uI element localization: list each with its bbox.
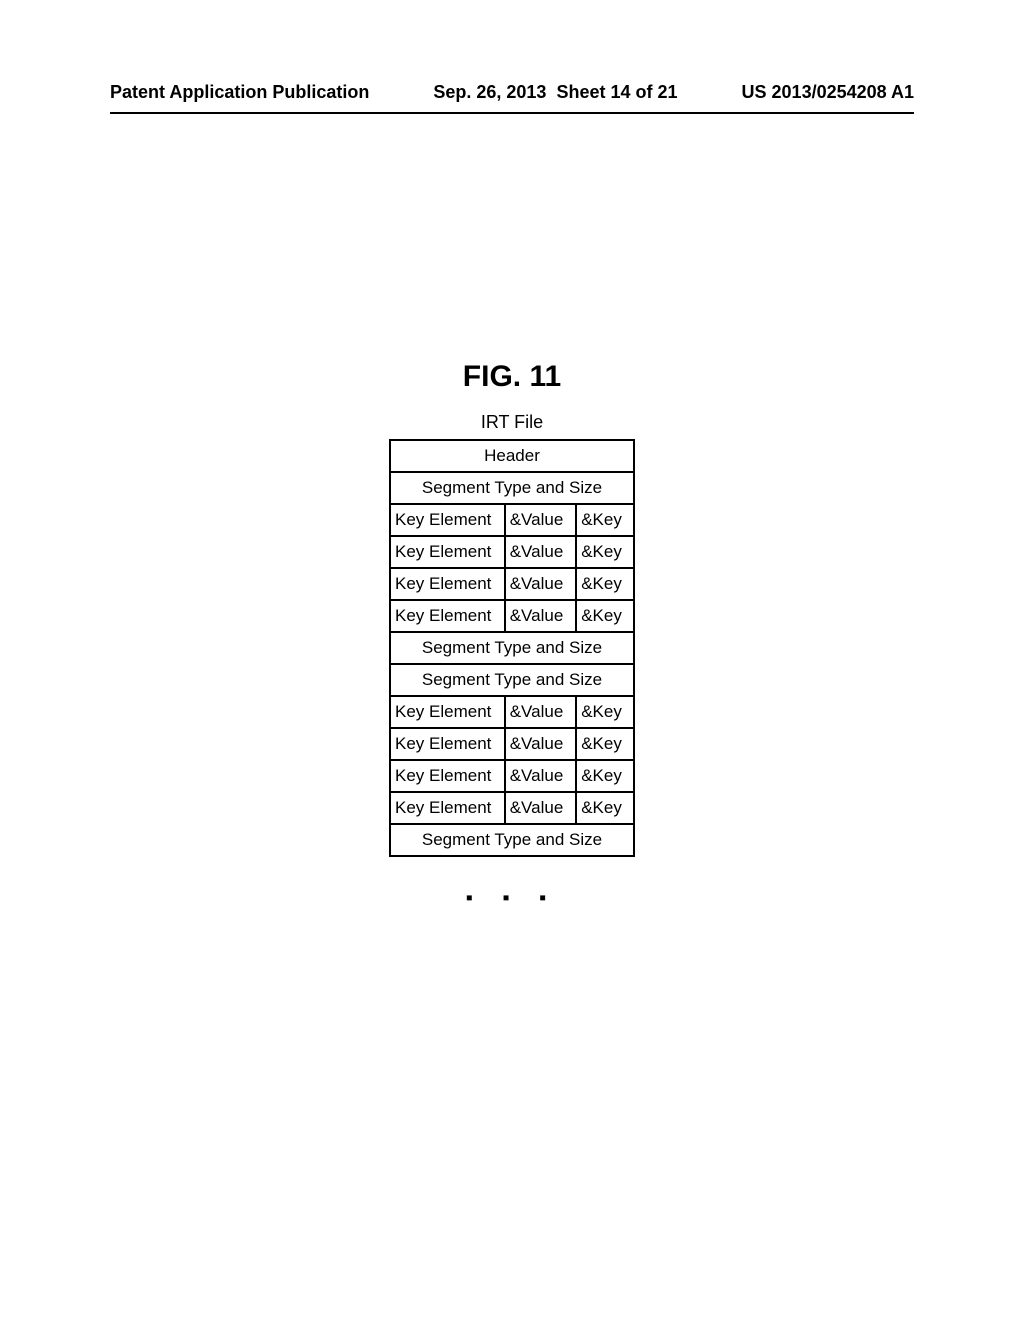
value-ref-cell: &Value bbox=[505, 760, 577, 792]
sheet-number: Sheet 14 of 21 bbox=[556, 82, 677, 102]
value-ref-cell: &Value bbox=[505, 792, 577, 824]
full-row-cell: Header bbox=[390, 440, 634, 472]
table-row: Key Element&Value&Key bbox=[390, 760, 634, 792]
key-ref-cell: &Key bbox=[576, 504, 634, 536]
page-header: Patent Application Publication Sep. 26, … bbox=[110, 82, 914, 103]
key-ref-cell: &Key bbox=[576, 760, 634, 792]
key-ref-cell: &Key bbox=[576, 696, 634, 728]
full-row-cell: Segment Type and Size bbox=[390, 472, 634, 504]
key-ref-cell: &Key bbox=[576, 728, 634, 760]
table-row: Segment Type and Size bbox=[390, 664, 634, 696]
key-element-cell: Key Element bbox=[390, 504, 505, 536]
key-element-cell: Key Element bbox=[390, 568, 505, 600]
key-element-cell: Key Element bbox=[390, 600, 505, 632]
irt-file-table: HeaderSegment Type and SizeKey Element&V… bbox=[389, 439, 635, 857]
file-label: IRT File bbox=[0, 412, 1024, 433]
value-ref-cell: &Value bbox=[505, 568, 577, 600]
table-row: Key Element&Value&Key bbox=[390, 504, 634, 536]
table-row: Segment Type and Size bbox=[390, 632, 634, 664]
full-row-cell: Segment Type and Size bbox=[390, 664, 634, 696]
value-ref-cell: &Value bbox=[505, 504, 577, 536]
full-row-cell: Segment Type and Size bbox=[390, 824, 634, 856]
value-ref-cell: &Value bbox=[505, 536, 577, 568]
key-ref-cell: &Key bbox=[576, 536, 634, 568]
header-rule bbox=[110, 112, 914, 114]
table-row: Header bbox=[390, 440, 634, 472]
table-row: Key Element&Value&Key bbox=[390, 536, 634, 568]
table-row: Key Element&Value&Key bbox=[390, 568, 634, 600]
table-row: Segment Type and Size bbox=[390, 824, 634, 856]
key-element-cell: Key Element bbox=[390, 728, 505, 760]
key-ref-cell: &Key bbox=[576, 568, 634, 600]
table-row: Key Element&Value&Key bbox=[390, 696, 634, 728]
value-ref-cell: &Value bbox=[505, 696, 577, 728]
pub-date: Sep. 26, 2013 bbox=[433, 82, 546, 102]
figure-area: FIG. 11 IRT File HeaderSegment Type and … bbox=[0, 360, 1024, 910]
value-ref-cell: &Value bbox=[505, 600, 577, 632]
key-element-cell: Key Element bbox=[390, 760, 505, 792]
full-row-cell: Segment Type and Size bbox=[390, 632, 634, 664]
key-element-cell: Key Element bbox=[390, 536, 505, 568]
key-element-cell: Key Element bbox=[390, 792, 505, 824]
key-ref-cell: &Key bbox=[576, 600, 634, 632]
doc-number: US 2013/0254208 A1 bbox=[742, 82, 914, 103]
table-row: Segment Type and Size bbox=[390, 472, 634, 504]
date-sheet: Sep. 26, 2013 Sheet 14 of 21 bbox=[433, 82, 677, 103]
publication-label: Patent Application Publication bbox=[110, 82, 369, 103]
table-row: Key Element&Value&Key bbox=[390, 728, 634, 760]
key-element-cell: Key Element bbox=[390, 696, 505, 728]
key-ref-cell: &Key bbox=[576, 792, 634, 824]
table-row: Key Element&Value&Key bbox=[390, 600, 634, 632]
table-row: Key Element&Value&Key bbox=[390, 792, 634, 824]
continuation-ellipsis: ▪ ▪ ▪ bbox=[0, 887, 1024, 910]
value-ref-cell: &Value bbox=[505, 728, 577, 760]
figure-title: FIG. 11 bbox=[0, 360, 1024, 394]
